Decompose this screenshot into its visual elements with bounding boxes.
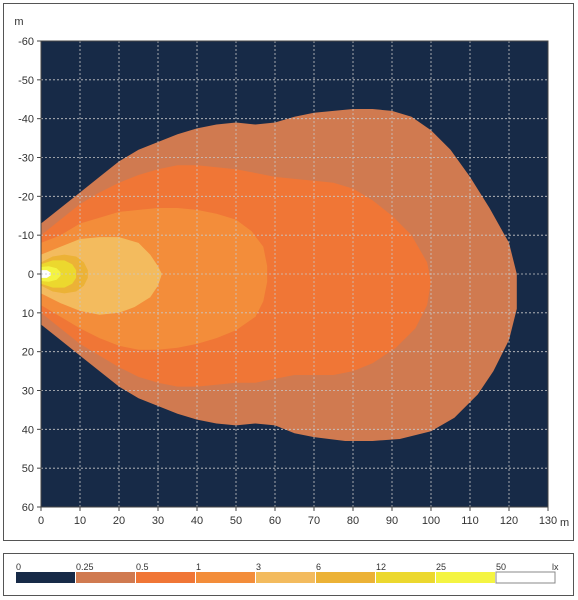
legend-label: 0 (16, 562, 21, 572)
legend-swatch (136, 572, 195, 583)
x-tick-label: 90 (386, 515, 398, 527)
y-tick-label: 30 (22, 386, 34, 398)
legend-label: 12 (376, 562, 386, 572)
y-tick-label: 0 (28, 269, 34, 281)
legend-label: 0.5 (136, 562, 149, 572)
x-tick-label: 40 (191, 515, 203, 527)
legend-swatch (16, 572, 75, 583)
x-axis-unit-label: m (560, 517, 569, 529)
y-tick-label: 50 (22, 463, 34, 475)
legend-label: 3 (256, 562, 261, 572)
y-tick-label: -60 (18, 36, 34, 48)
legend-unit-label: lx (552, 562, 559, 572)
x-tick-label: 50 (230, 515, 242, 527)
legend-items: 0 0.25 0.5 1 3 6 12 25 50 (16, 562, 556, 584)
y-tick-label: 40 (22, 424, 34, 436)
legend-swatch (376, 572, 435, 583)
grid-lines (41, 41, 548, 507)
y-tick-label: 20 (22, 347, 34, 359)
x-tick-label: 130 (539, 515, 557, 527)
x-tick-label: 100 (422, 515, 440, 527)
legend-label: 6 (316, 562, 321, 572)
x-tick-label: 80 (347, 515, 359, 527)
y-axis-unit-label: m (14, 16, 23, 28)
x-tick-label: 60 (269, 515, 281, 527)
x-tick-label: 10 (74, 515, 86, 527)
axes: 0 10 20 30 40 50 60 70 80 90 100 110 120 130-60-50-40… (18, 36, 557, 527)
isolux-plot: 0 10 20 30 40 50 60 70 80 90 100 110 120 130-60-50-40… (14, 16, 569, 529)
legend-swatch (256, 572, 315, 583)
y-tick-label: -50 (18, 75, 34, 87)
x-tick-label: 70 (308, 515, 320, 527)
legend-swatch (436, 572, 495, 583)
illuminance-legend: 0 0.25 0.5 1 3 6 12 25 50 lx (16, 562, 559, 584)
legend-label: 1 (196, 562, 201, 572)
legend-swatch (316, 572, 375, 583)
x-tick-label: 0 (38, 515, 44, 527)
legend-label: 50 (496, 562, 506, 572)
y-tick-label: -20 (18, 191, 34, 203)
y-tick-label: -10 (18, 230, 34, 242)
y-tick-label: -30 (18, 153, 34, 165)
x-tick-label: 120 (500, 515, 518, 527)
y-tick-label: 60 (22, 502, 34, 514)
legend-label: 25 (436, 562, 446, 572)
legend-swatch (76, 572, 135, 583)
y-tick-label: 10 (22, 308, 34, 320)
legend-panel: 0 0.25 0.5 1 3 6 12 25 50 lx (3, 553, 574, 596)
x-tick-label: 30 (152, 515, 164, 527)
legend-swatch (495, 571, 556, 584)
x-tick-label: 20 (113, 515, 125, 527)
x-tick-label: 110 (461, 515, 479, 527)
plot-panel: 0 10 20 30 40 50 60 70 80 90 100 110 120 130 -60 -50 -40… (3, 3, 574, 541)
y-tick-label: -40 (18, 114, 34, 126)
legend-swatch (196, 572, 255, 583)
legend-label: 0.25 (76, 562, 94, 572)
